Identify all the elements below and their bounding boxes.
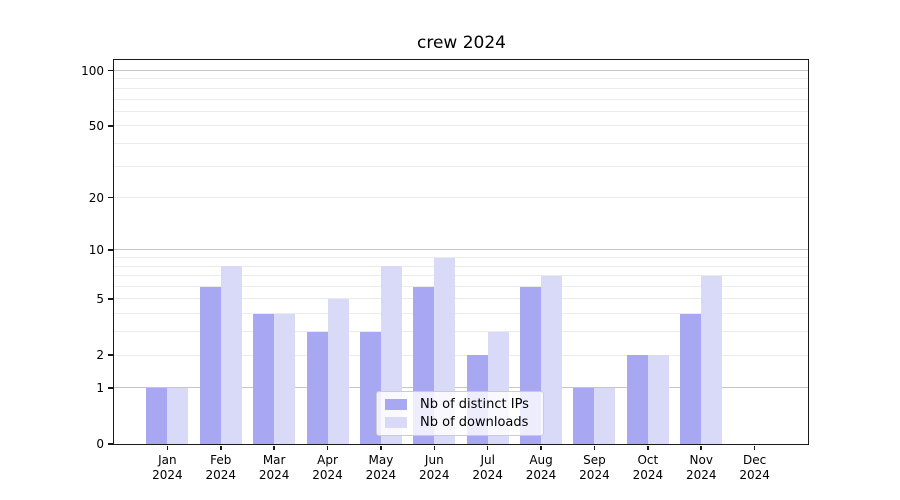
x-tick-label: Jul 2024	[472, 453, 503, 482]
y-tick-mark	[107, 125, 113, 127]
x-tick-label: Feb 2024	[205, 453, 237, 482]
y-tick-mark	[107, 354, 113, 356]
gridline	[114, 165, 808, 167]
legend-item-distinct-ips: Nb of distinct IPs	[385, 397, 535, 412]
bar-distinct-ips	[359, 331, 381, 444]
gridline	[114, 70, 808, 71]
x-tick-label: May 2024	[365, 453, 397, 482]
bar-distinct-ips	[626, 355, 648, 444]
x-tick-mark	[166, 445, 169, 450]
x-tick-label: Nov 2024	[685, 453, 717, 482]
bar-downloads	[594, 387, 616, 444]
y-tick-mark	[107, 196, 113, 199]
x-tick-mark	[486, 445, 489, 450]
gridline	[114, 275, 808, 277]
gridline	[114, 78, 808, 80]
x-tick-mark	[326, 445, 329, 450]
gridline	[114, 87, 808, 89]
gridline	[114, 257, 808, 259]
bar-distinct-ips	[253, 313, 275, 444]
gridline	[114, 197, 808, 199]
bar-distinct-ips	[199, 286, 221, 444]
gridline	[114, 98, 808, 100]
gridline	[114, 354, 808, 356]
x-tick-mark	[273, 445, 275, 450]
x-tick-mark	[593, 445, 596, 450]
x-tick-label: Oct 2024	[632, 453, 664, 482]
bar-distinct-ips	[680, 313, 702, 444]
x-tick-mark	[220, 445, 222, 450]
x-tick-mark	[380, 445, 382, 450]
legend-swatch-downloads	[385, 417, 407, 428]
chart-title: crew 2024	[417, 33, 506, 53]
x-tick-label: Aug 2024	[525, 453, 557, 482]
y-tick-mark	[107, 443, 113, 445]
gridline	[114, 286, 808, 288]
bar-downloads	[167, 387, 189, 444]
y-tick-label: 50	[88, 118, 104, 133]
bar-downloads	[647, 355, 669, 444]
x-tick-label: Jan 2024	[152, 453, 183, 482]
gridline	[114, 249, 808, 251]
bar-distinct-ips	[146, 387, 168, 444]
gridline	[114, 298, 808, 300]
bar-distinct-ips	[573, 387, 595, 444]
legend-label-distinct-ips: Nb of distinct IPs	[420, 397, 529, 412]
y-tick-mark	[107, 387, 113, 389]
bar-downloads	[220, 266, 242, 444]
gridline	[114, 110, 808, 112]
y-tick-label: 1	[96, 380, 104, 395]
legend-swatch-distinct-ips	[385, 399, 407, 410]
y-tick-label: 100	[81, 63, 104, 78]
x-tick-mark	[753, 445, 756, 450]
gridline	[114, 313, 808, 315]
x-tick-mark	[540, 445, 542, 450]
legend: Nb of distinct IPs Nb of downloads	[376, 391, 544, 436]
gridline	[114, 265, 808, 267]
y-tick-mark	[107, 298, 113, 300]
legend-label-downloads: Nb of downloads	[420, 415, 529, 430]
x-tick-mark	[700, 445, 702, 450]
bar-downloads	[541, 275, 563, 444]
y-tick-mark	[107, 69, 113, 72]
gridline	[114, 331, 808, 333]
x-tick-mark	[433, 445, 436, 450]
x-tick-mark	[647, 445, 649, 450]
bar-distinct-ips	[306, 331, 328, 444]
y-tick-label: 20	[88, 190, 104, 205]
bar-downloads	[701, 275, 723, 444]
y-tick-label: 0	[96, 437, 104, 451]
plot-area: Nb of distinct IPs Nb of downloads 0 1 2 5 1…	[81, 59, 809, 482]
y-tick-label: 10	[88, 242, 104, 257]
bar-downloads	[274, 313, 296, 444]
x-tick-label: Mar 2024	[258, 453, 290, 482]
legend-item-downloads: Nb of downloads	[385, 415, 535, 430]
x-tick-label: Jun 2024	[419, 453, 450, 482]
x-tick-label: Apr 2024	[312, 453, 343, 482]
gridline	[114, 125, 808, 127]
x-tick-label: Dec 2024	[739, 453, 770, 482]
gridline	[114, 387, 808, 389]
y-tick-label: 2	[96, 348, 104, 363]
y-tick-label: 5	[96, 291, 104, 306]
gridline	[114, 142, 808, 144]
bar-downloads	[327, 299, 349, 444]
x-tick-label: Sep 2024	[579, 453, 610, 482]
y-tick-mark	[107, 249, 113, 251]
